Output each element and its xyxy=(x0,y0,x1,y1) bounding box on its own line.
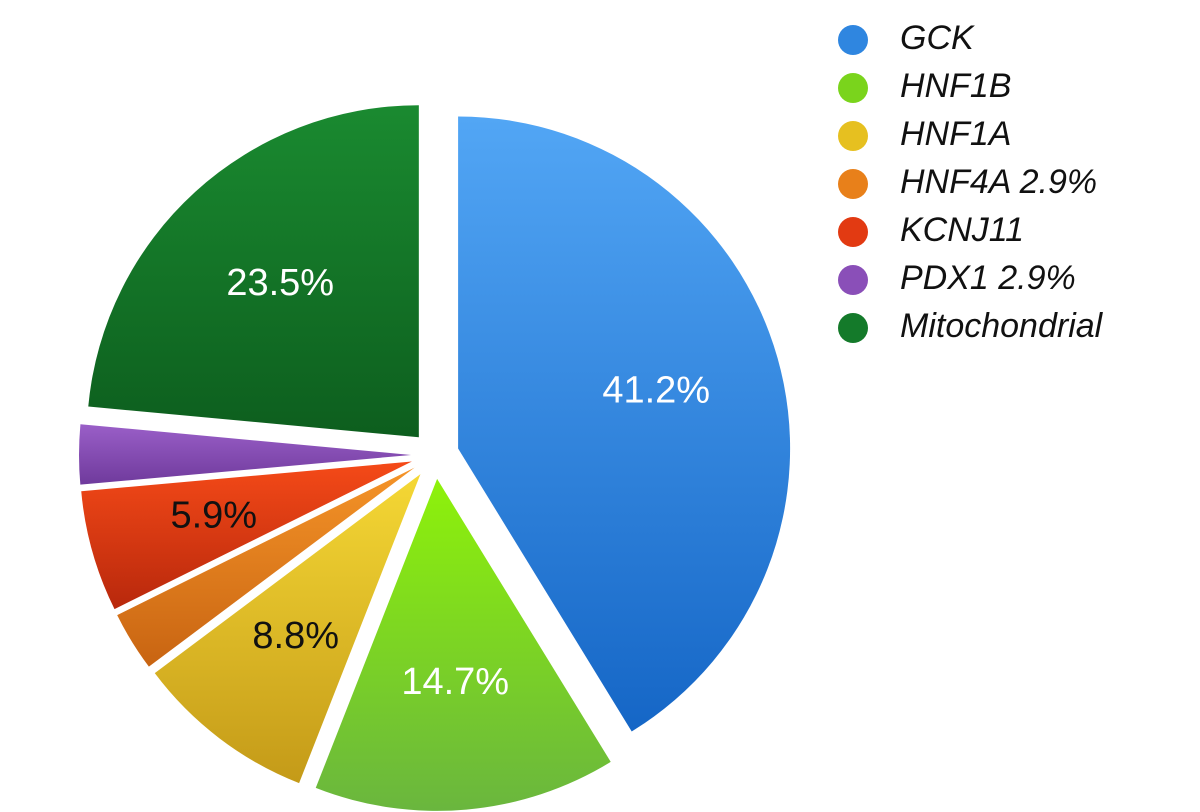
legend: GCK HNF1B HNF1A HNF4A 2.9% KCNJ11 PDX1 2.9% Mi… xyxy=(838,19,1104,345)
slice-hnf1a xyxy=(154,474,421,784)
legend-label-gck: GCK xyxy=(900,19,975,57)
slice-pdx1 xyxy=(79,424,412,485)
legend-label-kcnj11: KCNJ11 xyxy=(900,211,1024,249)
slice-label-gck: 41.2% xyxy=(602,370,710,412)
slice-label-hnf1a: 8.8% xyxy=(252,615,339,657)
slice-hnf1b xyxy=(315,478,611,811)
legend-marker-hnf1b xyxy=(838,73,868,103)
legend-label-pdx1: PDX1 2.9% xyxy=(900,259,1076,297)
legend-marker-mitochondrial xyxy=(838,313,868,343)
legend-marker-gck xyxy=(838,25,868,55)
slice-mitochondrial xyxy=(88,105,419,438)
slice-kcnj11 xyxy=(81,461,412,610)
pie-slices xyxy=(79,105,791,811)
legend-marker-pdx1 xyxy=(838,265,868,295)
slice-label-kcnj11: 5.9% xyxy=(170,494,257,536)
legend-label-hnf1a: HNF1A xyxy=(900,115,1011,153)
legend-marker-hnf4a xyxy=(838,169,868,199)
legend-label-mitochondrial: Mitochondrial xyxy=(900,307,1104,345)
slice-label-hnf1b: 14.7% xyxy=(401,661,509,703)
slice-label-mitochondrial: 23.5% xyxy=(226,262,334,304)
pie-labels: 41.2% 14.7% 8.8% 5.9% 23.5% xyxy=(170,262,710,703)
legend-marker-hnf1a xyxy=(838,121,868,151)
legend-label-hnf1b: HNF1B xyxy=(900,67,1011,105)
slice-gck xyxy=(458,116,791,732)
legend-label-hnf4a: HNF4A 2.9% xyxy=(900,163,1097,201)
slice-hnf4a xyxy=(117,467,415,667)
legend-marker-kcnj11 xyxy=(838,217,868,247)
